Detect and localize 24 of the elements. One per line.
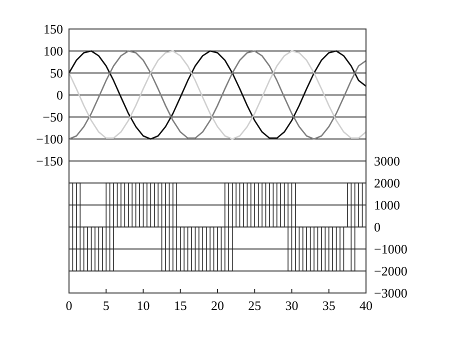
y-tick-label: 100: [44, 44, 63, 59]
y2-tick-label: −1000: [374, 242, 408, 257]
x-tick-label: 40: [360, 298, 372, 313]
y2-tick-label: −2000: [374, 264, 408, 279]
y-tick-label: 50: [50, 66, 63, 81]
y2-tick-label: −3000: [374, 286, 408, 301]
y2-tick-label: 1000: [374, 198, 400, 213]
x-tick-label: 0: [66, 298, 72, 313]
y2-tick-label: 0: [374, 220, 380, 235]
y-tick-label: 0: [56, 88, 63, 103]
x-tick-label: 15: [174, 298, 187, 313]
x-tick-label: 30: [285, 298, 298, 313]
y-tick-label: 150: [44, 22, 63, 37]
x-tick-label: 25: [248, 298, 262, 313]
y-tick-label: −50: [42, 110, 63, 125]
line-series: [68, 50, 367, 140]
y2-tick-label: 3000: [374, 154, 400, 169]
y-tick-label: −100: [36, 132, 63, 147]
y-tick-label: −150: [36, 154, 63, 169]
x-tick-label: 35: [322, 298, 336, 313]
x-tick-label: 10: [136, 298, 150, 313]
y2-tick-label: 2000: [374, 176, 400, 191]
x-tick-label: 20: [211, 298, 224, 313]
x-tick-label: 5: [102, 298, 110, 313]
